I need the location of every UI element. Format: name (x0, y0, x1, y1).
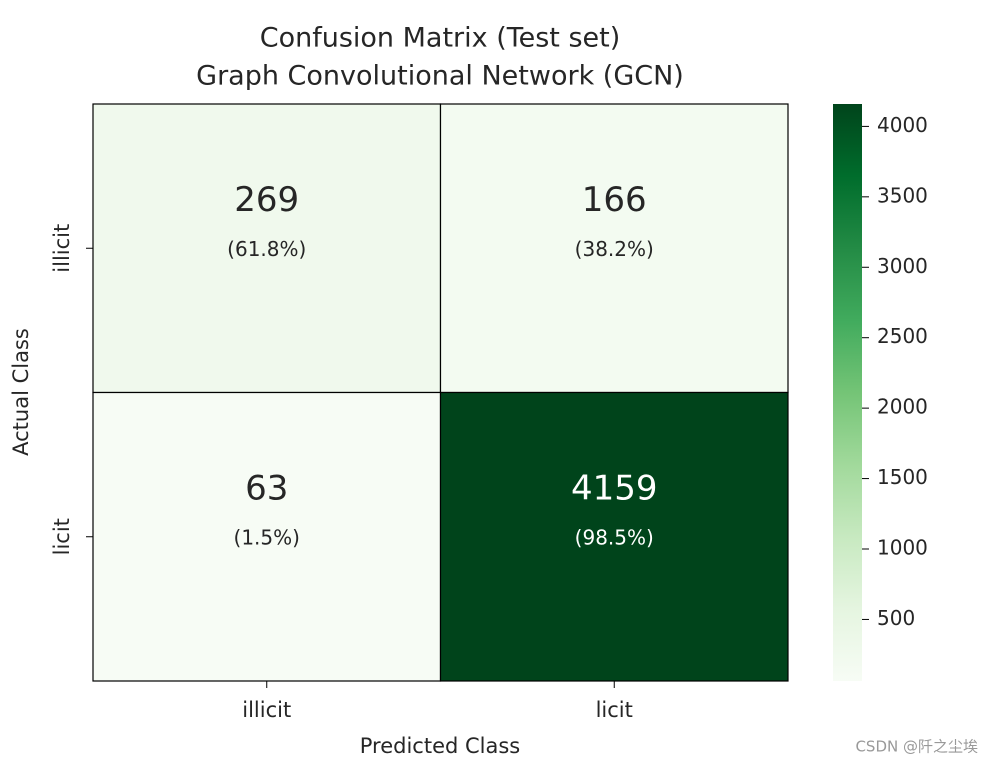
cell-percent: (1.5%) (234, 525, 300, 549)
cell-value: 63 (245, 468, 288, 508)
y-axis-label: Actual Class (9, 328, 33, 456)
heatmap-cell (92, 391, 442, 682)
colorbar-tick-label: 3000 (877, 254, 928, 278)
cell-percent: (38.2%) (575, 237, 654, 261)
cell-percent: (98.5%) (575, 525, 654, 549)
colorbar-tick-label: 2000 (877, 395, 928, 419)
heatmap-cell (439, 391, 789, 682)
x-axis-label: Predicted Class (360, 734, 521, 758)
cell-value: 166 (582, 180, 647, 220)
colorbar-tick-label: 1500 (877, 465, 928, 489)
y-tick-label: licit (50, 518, 74, 555)
colorbar-tick-label: 500 (877, 606, 915, 630)
chart-title: Confusion Matrix (Test set) (260, 23, 621, 54)
cell-value: 4159 (571, 468, 658, 508)
colorbar (833, 104, 862, 681)
colorbar-tick-label: 1000 (877, 536, 928, 560)
x-tick-label: licit (596, 698, 633, 722)
heatmap-cell (439, 103, 789, 394)
colorbar-tick-label: 2500 (877, 324, 928, 348)
chart-subtitle: Graph Convolutional Network (GCN) (196, 61, 684, 92)
cell-percent: (61.8%) (227, 237, 306, 261)
colorbar-tick-label: 4000 (877, 113, 928, 137)
heatmap-cell (92, 103, 442, 394)
cell-value: 269 (234, 180, 299, 220)
colorbar-tick-label: 3500 (877, 183, 928, 207)
y-tick-label: illicit (50, 224, 74, 273)
x-tick-label: illicit (242, 698, 291, 722)
watermark: CSDN @阡之尘埃 (855, 738, 978, 756)
